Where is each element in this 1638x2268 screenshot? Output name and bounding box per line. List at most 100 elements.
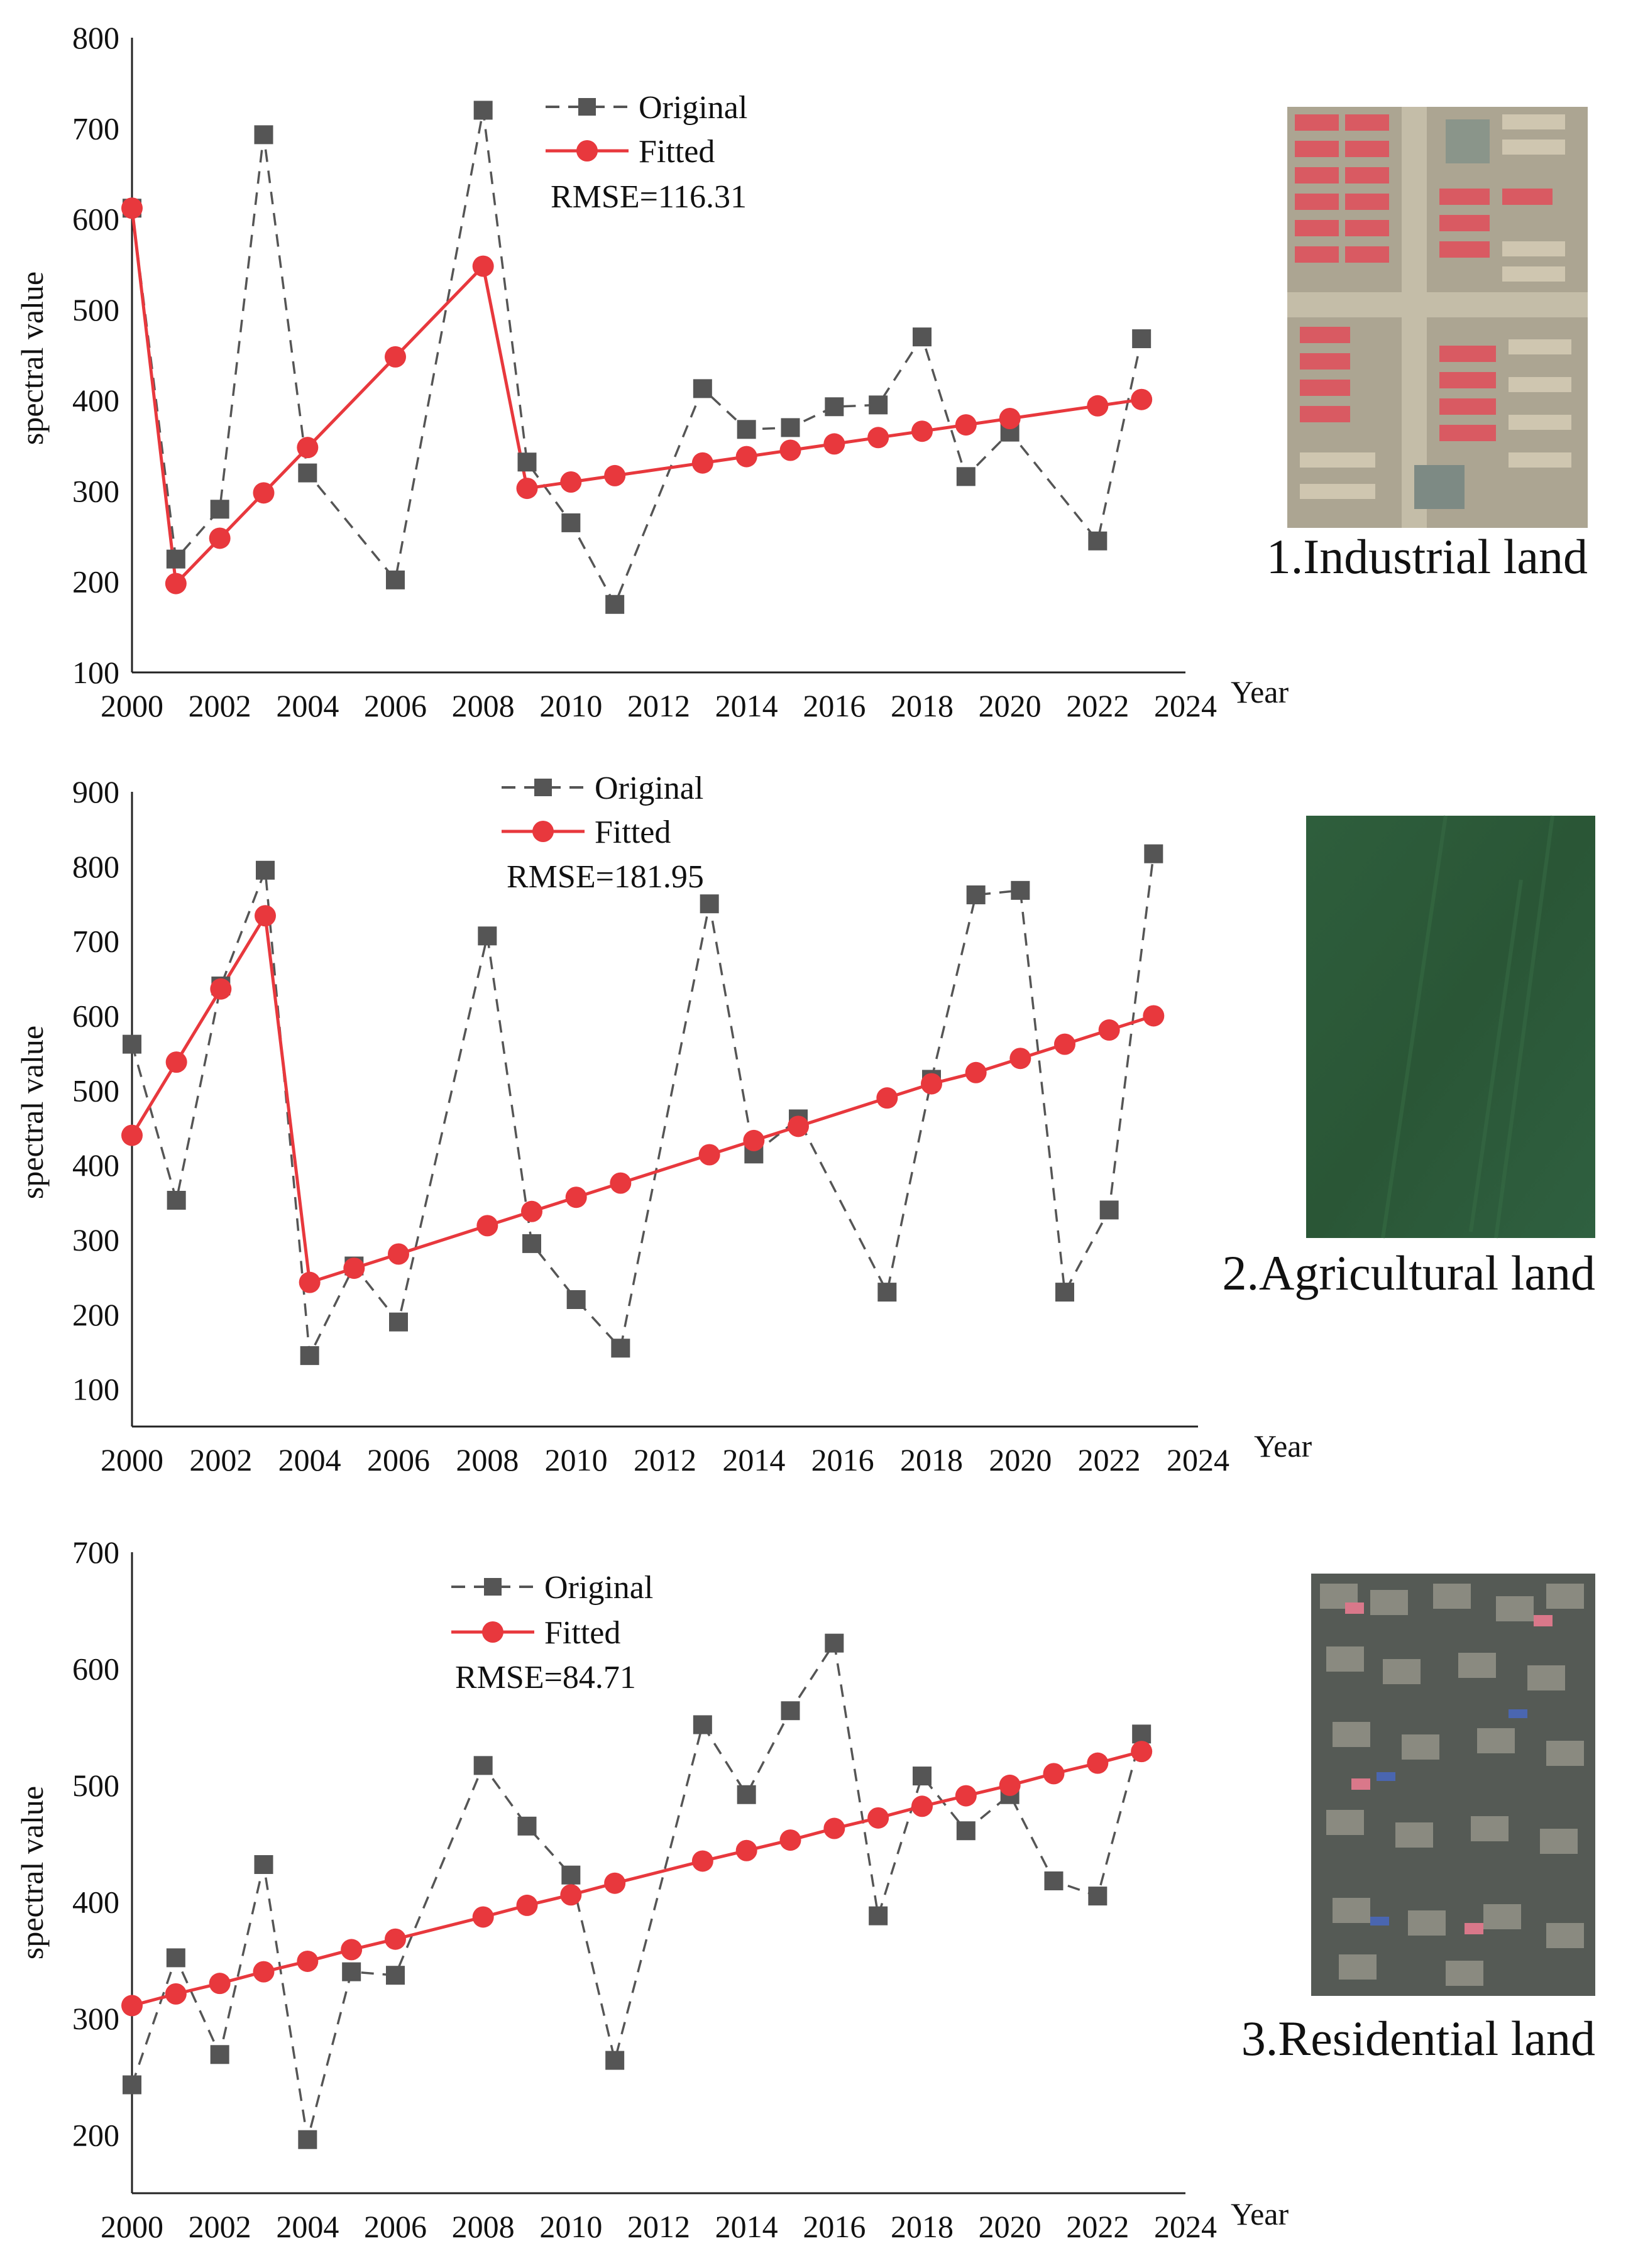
fitted-point (743, 1129, 765, 1151)
chart-3-legend-fitted: Fitted (544, 1615, 620, 1651)
original-point (913, 327, 932, 347)
original-point (825, 1633, 844, 1653)
y-tick-label: 400 (72, 1884, 119, 1919)
chart-3-y-axis-label: spectral value (14, 1786, 50, 1959)
original-point (166, 549, 185, 569)
original-point (700, 894, 719, 914)
y-tick-label: 400 (72, 1148, 119, 1183)
fitted-point (1087, 395, 1109, 417)
fitted-point (297, 437, 319, 459)
original-point (478, 926, 497, 946)
x-tick-label: 2016 (811, 1442, 874, 1477)
y-tick-label: 200 (72, 2117, 119, 2152)
original-point (877, 1283, 897, 1302)
chart-3-marks (121, 1633, 1153, 2149)
original-point (389, 1312, 408, 1332)
chart-1-fitted-line (130, 207, 1142, 588)
residential-land-image: 3.Residential land (1241, 1574, 1595, 2066)
original-series-line (131, 1640, 1143, 2140)
original-point (1055, 1283, 1074, 1302)
fitted-point (385, 1928, 406, 1950)
y-tick-label: 500 (72, 1073, 119, 1108)
original-point (1132, 329, 1152, 349)
chart-3-legend-original-marker (484, 1578, 502, 1596)
x-tick-label: 2016 (803, 2209, 866, 2244)
original-point (561, 513, 581, 532)
fitted-point (299, 1271, 321, 1293)
fitted-point (691, 452, 713, 474)
x-tick-label: 2002 (189, 688, 251, 723)
chart-1-marks (121, 101, 1153, 614)
x-tick-label: 2004 (278, 1442, 341, 1477)
x-tick-label: 2024 (1154, 2209, 1217, 2244)
fitted-point (565, 1186, 587, 1208)
x-tick-label: 2014 (722, 1442, 785, 1477)
original-point (561, 1865, 581, 1885)
original-point (825, 397, 844, 417)
fitted-point (735, 446, 757, 468)
fitted-point (1087, 1752, 1109, 1774)
x-tick-label: 2006 (364, 2209, 427, 2244)
fitted-point (604, 1872, 626, 1894)
fitted-point (823, 433, 845, 455)
x-tick-label: 2022 (1078, 1442, 1141, 1477)
fitted-point (343, 1257, 365, 1279)
original-point (1132, 1724, 1152, 1744)
original-point (256, 860, 275, 880)
fitted-point (999, 408, 1021, 429)
fitted-point (867, 427, 889, 449)
original-point (342, 1962, 361, 1981)
x-tick-label: 2008 (452, 688, 515, 723)
fitted-point (921, 1073, 942, 1095)
fitted-point (1009, 1048, 1031, 1070)
x-tick-label: 2024 (1167, 1442, 1229, 1477)
original-point (781, 418, 800, 437)
x-tick-label: 2000 (101, 688, 163, 723)
original-point (167, 1190, 186, 1210)
original-point (605, 594, 625, 614)
original-point (473, 101, 493, 120)
original-point (517, 452, 537, 472)
x-tick-label: 2016 (803, 688, 866, 723)
fitted-point (779, 439, 801, 461)
fitted-point (521, 1200, 542, 1222)
x-tick-label: 2014 (715, 2209, 778, 2244)
y-tick-label: 300 (72, 2001, 119, 2036)
fitted-point (121, 1124, 143, 1146)
x-tick-label: 2004 (276, 688, 339, 723)
fitted-point (516, 478, 538, 500)
original-point (611, 1339, 630, 1358)
original-point (123, 1034, 141, 1054)
original-point (210, 500, 229, 519)
original-point (781, 1701, 800, 1721)
x-tick-label: 2012 (627, 688, 690, 723)
chart-1-legend-fitted-marker (576, 140, 598, 162)
fitted-point (341, 1939, 363, 1961)
x-tick-label: 2002 (189, 2209, 251, 2244)
fitted-point (253, 482, 275, 504)
chart-3-panel-label: 3.Residential land (1241, 2011, 1595, 2066)
y-tick-label: 600 (72, 1651, 119, 1686)
original-point (123, 2075, 141, 2095)
fitted-point (735, 1839, 757, 1861)
chart-3-original-line (131, 1640, 1143, 2140)
x-tick-label: 2004 (276, 2209, 339, 2244)
y-tick-label: 300 (72, 473, 119, 508)
chart-3-legend-fitted-marker (482, 1621, 503, 1643)
original-point (298, 2130, 317, 2149)
original-series-line (131, 853, 1155, 1360)
original-series-line (131, 110, 1143, 607)
fitted-point (1043, 1763, 1065, 1785)
fitted-series-line (131, 1750, 1142, 2007)
chart-2-panel-label: 2.Agricultural land (1223, 1246, 1596, 1300)
chart-1-original-line (131, 110, 1143, 607)
fitted-point (210, 978, 232, 1000)
x-tick-label: 2008 (456, 1442, 519, 1477)
original-point (386, 570, 405, 589)
fitted-point (788, 1115, 809, 1137)
fitted-series-line (130, 207, 1142, 588)
x-tick-label: 2018 (900, 1442, 963, 1477)
chart-1-legend-fitted: Fitted (639, 134, 715, 170)
agricultural-land-image: 2.Agricultural land (1223, 815, 1596, 1300)
